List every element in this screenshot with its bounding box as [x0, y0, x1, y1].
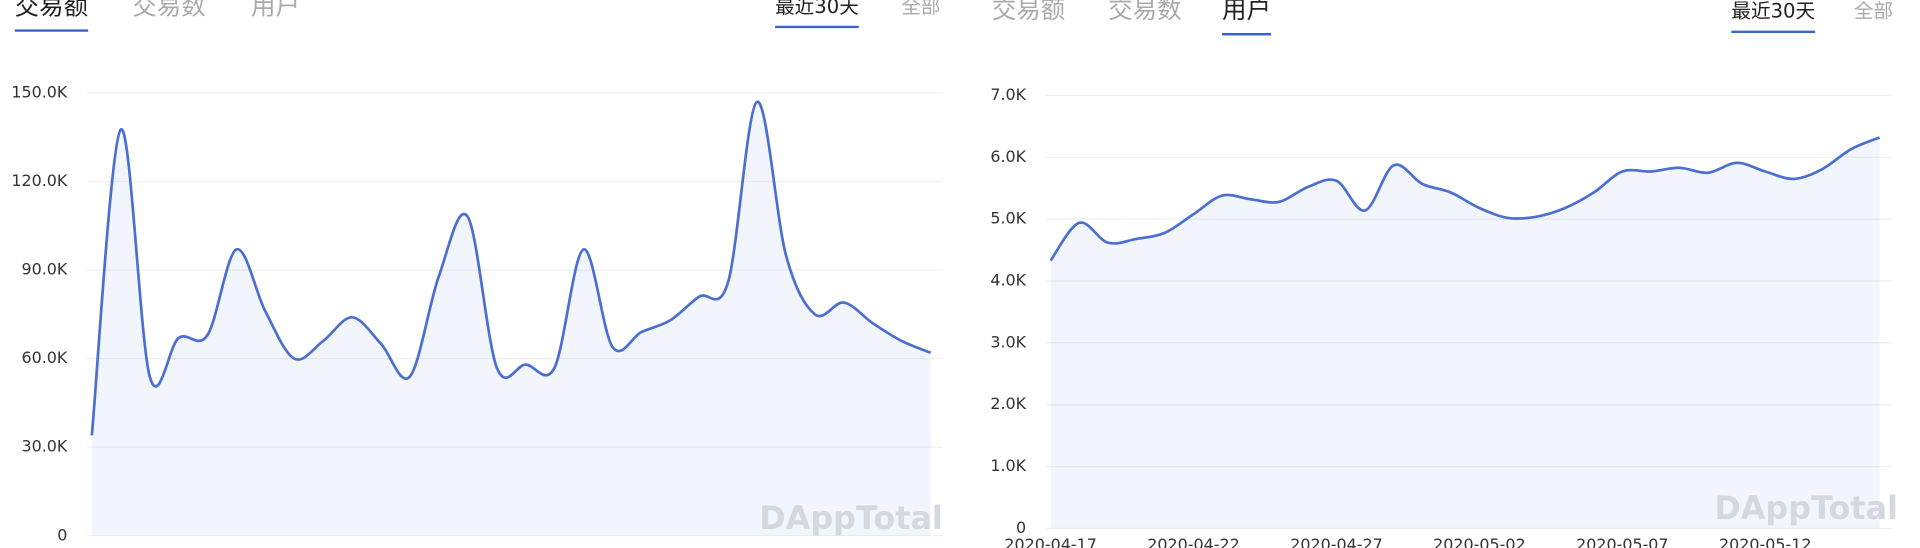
- y-tick-label: 150.0K: [11, 82, 68, 101]
- y-tick-label: 60.0K: [21, 348, 67, 367]
- x-tick-label: 2020-04-22: [1147, 535, 1240, 548]
- tab[interactable]: 用户: [1222, 0, 1271, 24]
- x-tick-label: 2020-04-27: [1290, 535, 1383, 548]
- line: [90, 100, 932, 436]
- y-tick-label: 7.0K: [990, 85, 1026, 104]
- tab[interactable]: 交易数: [1108, 0, 1181, 24]
- tab[interactable]: 用户: [251, 0, 300, 20]
- range-tab[interactable]: 最近30天: [775, 0, 859, 18]
- y-tick-label: 30.0K: [21, 437, 67, 456]
- y-tick-label: 4.0K: [990, 270, 1026, 289]
- area: [1050, 137, 1880, 529]
- area: [91, 101, 931, 536]
- y-tick-label: 0: [1016, 518, 1026, 537]
- y-tick-label: 1.0K: [990, 456, 1026, 475]
- y-tick-label: 90.0K: [21, 260, 67, 279]
- range-tab[interactable]: 全部: [1854, 0, 1893, 23]
- watermark: DAppTotal: [759, 499, 943, 537]
- x-tick-label: 2020-04-17: [1004, 535, 1097, 548]
- line: [1049, 136, 1881, 262]
- range-tab[interactable]: 最近30天: [1731, 0, 1815, 23]
- tab[interactable]: 交易额: [15, 0, 88, 20]
- range-tab[interactable]: 全部: [901, 0, 940, 18]
- watermark: DAppTotal: [1714, 489, 1898, 527]
- x-tick-label: 2020-05-07: [1576, 535, 1669, 548]
- x-tick-label: 2020-05-02: [1433, 535, 1526, 548]
- tab[interactable]: 交易额: [992, 0, 1065, 24]
- y-tick-label: 6.0K: [990, 147, 1026, 166]
- y-tick-label: 2.0K: [990, 394, 1026, 413]
- y-tick-label: 5.0K: [990, 209, 1026, 228]
- y-tick-label: 3.0K: [990, 332, 1026, 351]
- y-tick-label: 120.0K: [11, 171, 68, 190]
- y-tick-label: 0: [57, 525, 67, 544]
- x-tick-label: 2020-05-12: [1719, 535, 1812, 548]
- tab[interactable]: 交易数: [132, 0, 205, 20]
